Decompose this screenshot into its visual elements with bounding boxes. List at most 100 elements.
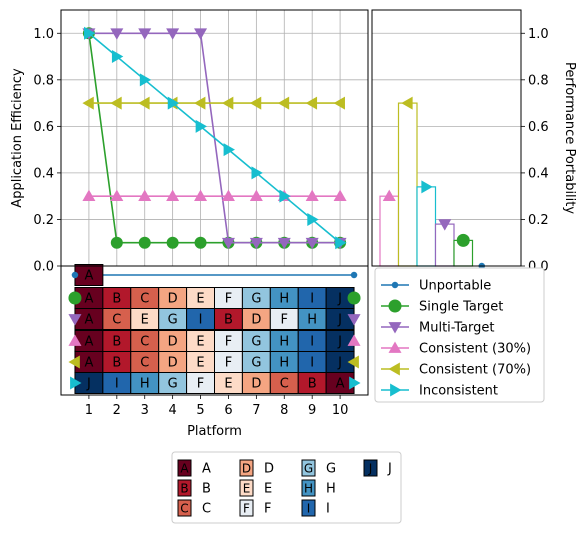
matrix-row-marker-left-consistent-70 <box>68 355 80 369</box>
matrix-cell-label: E <box>196 356 204 371</box>
data-point-consistent-30 <box>110 189 124 202</box>
code-swatch-label: B <box>180 482 188 496</box>
data-point-inconsistent <box>84 26 96 40</box>
matrix-cell-label: I <box>115 377 119 392</box>
code-swatch-label: D <box>242 462 251 476</box>
data-point-multi-target <box>194 28 208 40</box>
code-label: E <box>264 482 272 497</box>
data-point-inconsistent <box>251 166 263 180</box>
data-point-single-target <box>138 236 151 249</box>
matrix-cell-label: H <box>279 335 289 350</box>
matrix-cell-label: F <box>225 292 232 307</box>
code-swatch <box>239 479 254 497</box>
legend-marker-consistent-30 <box>388 341 402 353</box>
data-point-single-target <box>166 236 179 249</box>
code-label: F <box>264 502 271 517</box>
code-label: A <box>202 462 211 477</box>
y-tick-label: 0.4 <box>33 166 54 181</box>
data-point-single-target <box>110 236 123 249</box>
data-point-inconsistent <box>223 143 235 157</box>
data-point-multi-target <box>277 237 291 250</box>
matrix-cell-label: E <box>196 335 204 350</box>
matrix-cell-label: I <box>199 313 203 328</box>
legend-label-consistent-70: Consistent (70%) <box>419 363 531 378</box>
code-swatch <box>301 459 316 477</box>
matrix-cell-label: A <box>84 269 93 284</box>
y-tick-label: 1.0 <box>33 27 54 42</box>
data-point-inconsistent <box>335 236 347 250</box>
data-point-multi-target <box>110 28 124 40</box>
matrix-cell-label: D <box>251 313 261 328</box>
matrix-frame <box>60 265 369 396</box>
data-point-inconsistent <box>111 50 124 64</box>
y-axis-label: Application Efficiency <box>10 68 25 208</box>
x-tick-label: 1 <box>85 403 93 418</box>
matrix-cell-label: G <box>168 313 178 328</box>
data-point-consistent-30 <box>138 189 152 202</box>
code-label: I <box>326 502 330 517</box>
matrix-cell-label: C <box>140 292 149 307</box>
matrix-row-marker-right-inconsistent <box>349 376 361 390</box>
matrix-cell-label: G <box>251 335 261 350</box>
code-label: H <box>326 482 336 497</box>
x-tick-label: 4 <box>168 403 176 418</box>
y-axis-label-right: Performance Portability <box>562 62 577 214</box>
bar-consistent-70 <box>397 102 418 267</box>
series-legend: Unportable Single Target Multi-Target Consi… <box>374 267 545 403</box>
code-swatch <box>177 479 192 497</box>
x-tick-label: 3 <box>141 403 149 418</box>
matrix-cell-label: G <box>168 377 178 392</box>
code-swatch-label: J <box>368 462 373 476</box>
code-legend: A AB BC CD DE EF FG GH HI IJ J <box>171 451 402 524</box>
code-swatch-label: G <box>304 462 313 476</box>
data-point-inconsistent <box>279 189 291 203</box>
data-point-consistent-30 <box>333 189 347 202</box>
code-label: D <box>264 462 274 477</box>
data-point-inconsistent <box>307 212 319 226</box>
matrix-cell-label: E <box>141 313 149 328</box>
matrix-cell-label: H <box>279 356 289 371</box>
data-point-consistent-30 <box>166 189 180 202</box>
code-label: J <box>387 462 392 477</box>
data-point-inconsistent <box>167 96 180 110</box>
y-tick-label: 0.6 <box>33 120 54 135</box>
bar-consistent-30 <box>379 195 400 267</box>
x-tick-label: 8 <box>280 403 288 418</box>
x-tick-label: 10 <box>332 403 349 418</box>
data-point-consistent-70 <box>194 96 206 110</box>
code-swatch <box>301 499 316 517</box>
matrix-cell-label: B <box>112 356 121 371</box>
matrix-row-marker-left-multi-target <box>68 314 82 326</box>
legend-marker-consistent-70 <box>388 362 400 376</box>
code-swatch <box>177 499 192 517</box>
code-swatch-label: A <box>180 462 189 476</box>
code-swatch-label: F <box>243 502 250 516</box>
data-point-consistent-30 <box>82 189 96 202</box>
data-point-consistent-70 <box>221 96 234 110</box>
x-tick-label: 2 <box>113 403 121 418</box>
matrix-cell-label: H <box>140 377 150 392</box>
legend-marker-unportable <box>391 281 399 289</box>
matrix-cell-label: J <box>337 292 342 307</box>
matrix-row-marker-left-single-target <box>68 291 82 305</box>
data-point-single-target <box>194 236 207 249</box>
bar-marker-inconsistent <box>421 180 433 194</box>
data-point-consistent-30 <box>249 189 263 202</box>
code-label: C <box>202 502 211 517</box>
matrix-cell-label: B <box>112 335 121 350</box>
x-tick-label: 9 <box>308 403 316 418</box>
matrix-cell-label: A <box>84 356 93 371</box>
code-label: B <box>202 482 211 497</box>
data-point-inconsistent <box>195 119 208 133</box>
y-tick-label: 0.8 <box>33 73 54 88</box>
matrix-cell-label: B <box>224 313 233 328</box>
matrix-cell-label: D <box>251 377 261 392</box>
matrix-cell-label: G <box>251 292 261 307</box>
matrix-cell-label: A <box>84 313 93 328</box>
code-swatch <box>363 459 378 477</box>
matrix-cell-label: B <box>308 377 317 392</box>
legend-label-multi-target: Multi-Target <box>419 321 495 336</box>
matrix-cell-label: F <box>225 356 232 371</box>
matrix-cell-label: I <box>310 335 314 350</box>
matrix-cell-label: C <box>140 356 149 371</box>
